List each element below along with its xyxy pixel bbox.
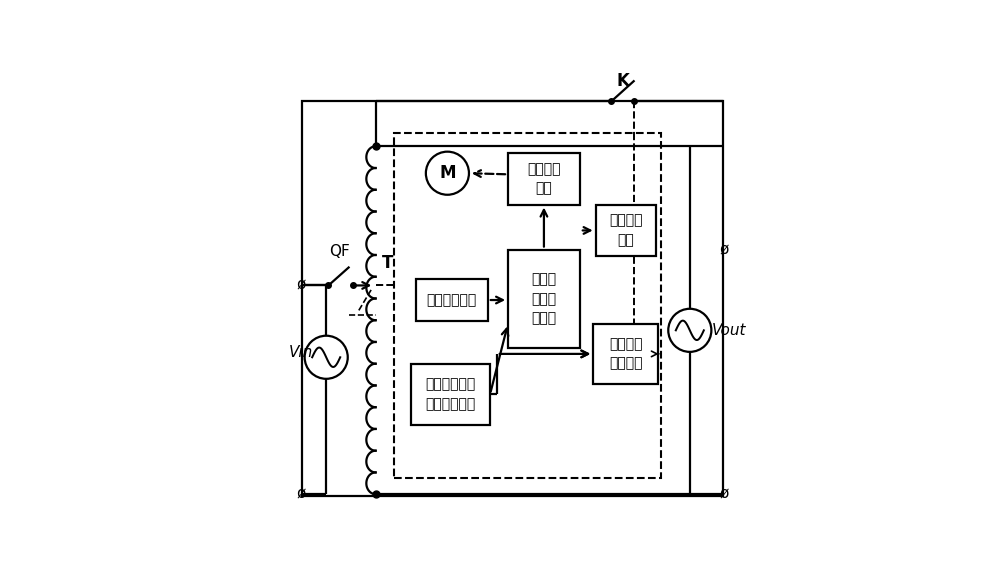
Text: 电机驱动
电路: 电机驱动 电路 (527, 162, 561, 195)
Text: ø: ø (720, 242, 729, 257)
Text: 输出保护
控制电路: 输出保护 控制电路 (609, 337, 643, 371)
Text: Vout: Vout (712, 323, 747, 338)
Bar (508, 153, 580, 205)
Bar (411, 364, 490, 424)
Text: Vin: Vin (288, 345, 313, 360)
Text: QF: QF (329, 244, 350, 258)
Text: ø: ø (720, 487, 729, 502)
Text: M: M (439, 164, 456, 182)
Text: 稳压控
制及电
压检测: 稳压控 制及电 压检测 (531, 272, 556, 325)
Text: ø: ø (296, 487, 305, 502)
Bar (508, 250, 580, 348)
Bar (593, 324, 658, 384)
Bar (596, 205, 656, 257)
Bar (394, 133, 661, 479)
Text: 温度、电流采
样及处理电路: 温度、电流采 样及处理电路 (426, 378, 476, 411)
Bar (416, 279, 488, 321)
Text: ø: ø (296, 278, 305, 293)
Text: 状态指示
电路: 状态指示 电路 (609, 214, 643, 247)
Text: K: K (616, 72, 629, 90)
Bar (302, 101, 723, 497)
Text: T: T (382, 254, 394, 272)
Text: 电压采样电路: 电压采样电路 (427, 293, 477, 307)
